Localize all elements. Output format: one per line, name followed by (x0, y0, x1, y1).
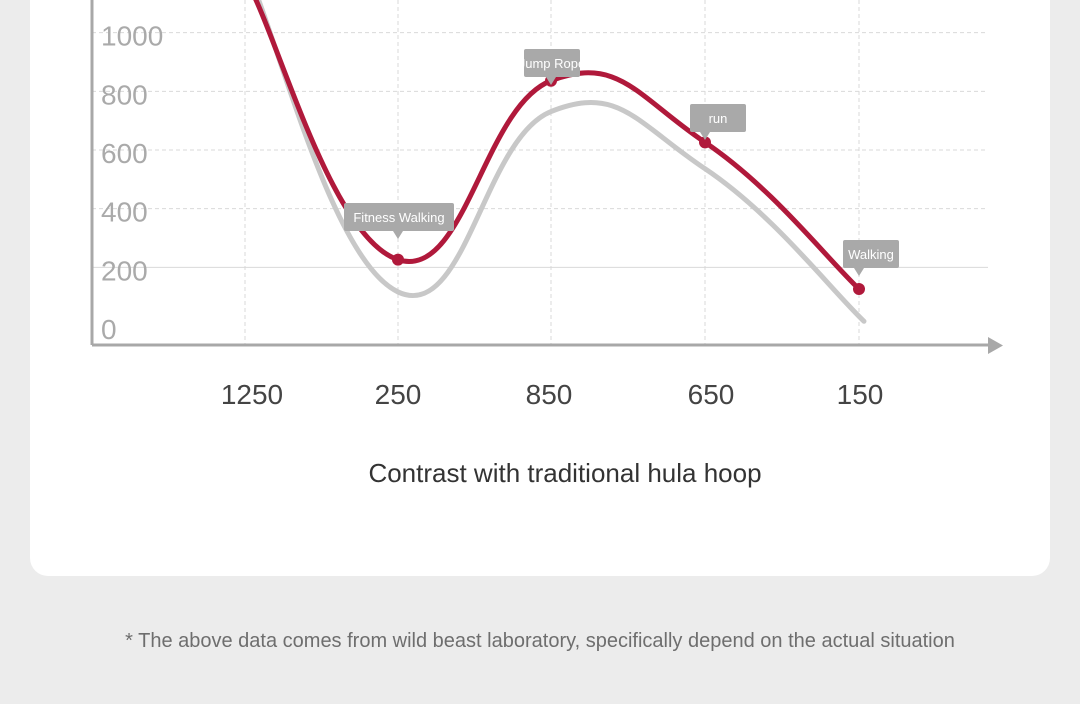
series-line-comparison (255, 0, 867, 324)
callout-pointer (700, 132, 710, 140)
callout-box (690, 104, 746, 132)
series-line-hula-hoop (253, 0, 862, 292)
y-tick-label: 0 (101, 314, 117, 345)
callout: Fitness Walking (344, 203, 454, 239)
callout-box (843, 240, 899, 268)
y-tick-label: 1000 (101, 21, 163, 52)
y-tick-label: 400 (101, 197, 148, 228)
x-tick-label: 1250 (221, 379, 283, 410)
callout: Walking (843, 240, 899, 276)
chart-title: Contrast with traditional hula hoop (368, 458, 762, 488)
chart-axes (90, 0, 1003, 354)
x-tick-label: 850 (526, 379, 573, 410)
y-tick-label: 800 (101, 79, 148, 110)
callout-pointer (854, 268, 864, 276)
callout: run (690, 104, 746, 140)
callout-pointer (546, 77, 556, 85)
callout-label: Walking (848, 247, 894, 262)
data-point (853, 283, 865, 295)
y-tick-label: 600 (101, 138, 148, 169)
x-axis-ticks: 1250 250 850 650 150 (221, 379, 884, 410)
callout-label: Jump Rope (519, 56, 585, 71)
chart-card (30, 0, 1050, 576)
callout-label: run (709, 111, 728, 126)
x-tick-label: 250 (375, 379, 422, 410)
y-tick-label: 200 (101, 255, 148, 286)
chart-callouts: Fitness Walking Jump Rope run Walking (344, 49, 899, 276)
x-tick-label: 650 (688, 379, 735, 410)
callout-label: Fitness Walking (353, 210, 444, 225)
callout: Jump Rope (519, 49, 585, 85)
footnote: * The above data comes from wild beast l… (125, 630, 955, 652)
x-axis-arrow (988, 337, 1003, 354)
data-point (392, 253, 404, 266)
callout-pointer (393, 231, 403, 239)
data-point (699, 136, 711, 149)
callout-box (524, 49, 580, 77)
y-axis-ticks: 020040060080010001200 (101, 21, 163, 345)
x-tick-label: 150 (837, 379, 884, 410)
callout-box (344, 203, 454, 231)
chart-series (253, 0, 867, 324)
